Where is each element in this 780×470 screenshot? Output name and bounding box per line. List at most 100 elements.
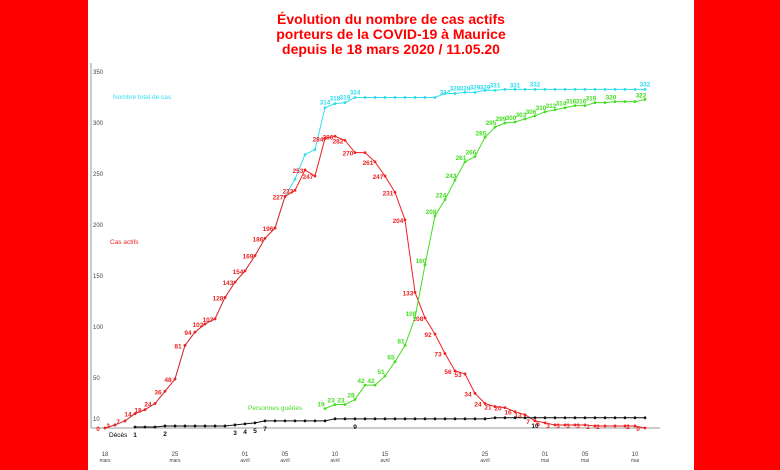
data-point bbox=[393, 96, 397, 99]
data-label: 3 bbox=[546, 423, 550, 430]
data-point bbox=[333, 417, 337, 421]
data-point bbox=[583, 416, 587, 420]
data-point bbox=[413, 290, 417, 294]
data-point bbox=[223, 424, 227, 428]
data-point bbox=[503, 121, 507, 125]
x-tick-month: avril bbox=[280, 458, 289, 464]
data-point bbox=[473, 391, 477, 395]
data-point bbox=[453, 369, 457, 373]
data-label: 253 bbox=[293, 168, 304, 175]
data-point bbox=[463, 160, 467, 164]
chart-title-line-1: Évolution du nombre de cas actifs bbox=[277, 11, 505, 27]
data-point bbox=[253, 254, 257, 258]
data-point bbox=[563, 87, 567, 91]
data-point bbox=[283, 195, 287, 198]
data-point bbox=[103, 426, 107, 430]
data-point bbox=[373, 417, 377, 421]
x-tick-label: 18 bbox=[102, 452, 109, 458]
data-point bbox=[333, 102, 337, 106]
data-point bbox=[133, 412, 137, 416]
data-point bbox=[623, 87, 627, 91]
data-point bbox=[643, 416, 647, 420]
data-point bbox=[553, 108, 557, 112]
data-point bbox=[263, 236, 267, 240]
data-point bbox=[413, 417, 417, 421]
data-point bbox=[523, 416, 527, 420]
x-tick-month: mars bbox=[169, 458, 181, 464]
data-label: 196 bbox=[263, 226, 274, 233]
data-label: 160 bbox=[416, 258, 427, 265]
data-point bbox=[333, 134, 337, 138]
data-point bbox=[603, 424, 607, 428]
data-label: 81 bbox=[397, 338, 405, 345]
data-label: 186 bbox=[253, 236, 264, 243]
data-point bbox=[323, 106, 327, 110]
data-point bbox=[533, 87, 537, 91]
data-label: 328 bbox=[460, 85, 471, 92]
data-label: 322 bbox=[636, 93, 647, 100]
data-point bbox=[233, 280, 237, 284]
data-point bbox=[273, 419, 277, 423]
y-tick-label: 10 bbox=[93, 417, 100, 423]
data-point bbox=[323, 136, 327, 140]
data-point bbox=[563, 423, 567, 427]
data-label: 332 bbox=[530, 81, 541, 88]
series-line bbox=[135, 417, 645, 428]
data-point bbox=[153, 402, 157, 405]
data-point bbox=[543, 416, 547, 420]
data-point bbox=[403, 343, 407, 347]
data-point bbox=[293, 188, 297, 192]
data-point bbox=[543, 87, 547, 91]
data-point bbox=[483, 88, 487, 92]
x-tick-month: avril bbox=[330, 458, 339, 464]
data-label: 92 bbox=[424, 332, 432, 339]
data-label: 9 bbox=[353, 424, 357, 431]
data-label: 261 bbox=[363, 160, 374, 167]
data-point bbox=[123, 419, 127, 423]
x-tick-month: mai bbox=[581, 458, 589, 464]
data-label: 3 bbox=[566, 423, 570, 430]
data-label: 143 bbox=[223, 280, 234, 287]
data-point bbox=[473, 417, 477, 421]
data-label: 3 bbox=[233, 430, 237, 437]
data-label: 81 bbox=[174, 343, 182, 350]
data-point bbox=[183, 343, 187, 347]
data-point bbox=[533, 416, 537, 420]
data-point bbox=[503, 406, 507, 409]
data-label: 1 bbox=[133, 432, 137, 439]
data-point bbox=[383, 96, 387, 99]
data-label: 7 bbox=[526, 419, 530, 426]
data-point bbox=[523, 87, 527, 91]
data-label: 316 bbox=[566, 99, 577, 106]
data-label: 329 bbox=[480, 84, 491, 91]
data-point bbox=[603, 101, 607, 105]
x-tick-label: 01 bbox=[542, 452, 549, 458]
y-tick-label: 350 bbox=[93, 70, 104, 76]
data-label: 24 bbox=[144, 402, 152, 409]
data-point bbox=[523, 413, 527, 417]
data-point bbox=[483, 417, 487, 421]
x-tick-label: 05 bbox=[582, 452, 589, 458]
data-point bbox=[483, 135, 487, 139]
data-point bbox=[393, 190, 397, 194]
covid-line-chart: 105010015020025030035018mars25mars01avri… bbox=[90, 63, 660, 464]
data-point bbox=[303, 419, 307, 423]
data-point bbox=[633, 416, 637, 420]
x-tick-month: mars bbox=[99, 458, 111, 464]
data-label: 319 bbox=[340, 95, 351, 102]
data-point bbox=[343, 403, 347, 406]
data-point bbox=[143, 408, 147, 412]
data-label: 19 bbox=[317, 402, 325, 409]
data-point bbox=[643, 426, 647, 430]
data-label: 10 bbox=[531, 423, 539, 430]
data-point bbox=[493, 88, 497, 92]
x-tick-label: 10 bbox=[332, 452, 339, 458]
y-tick-label: 150 bbox=[93, 274, 104, 280]
data-point bbox=[353, 96, 357, 99]
data-point bbox=[343, 417, 347, 421]
data-point bbox=[533, 114, 537, 118]
data-point bbox=[333, 403, 337, 406]
data-point bbox=[273, 226, 277, 230]
data-label: 34 bbox=[464, 391, 472, 398]
data-point bbox=[443, 92, 447, 95]
